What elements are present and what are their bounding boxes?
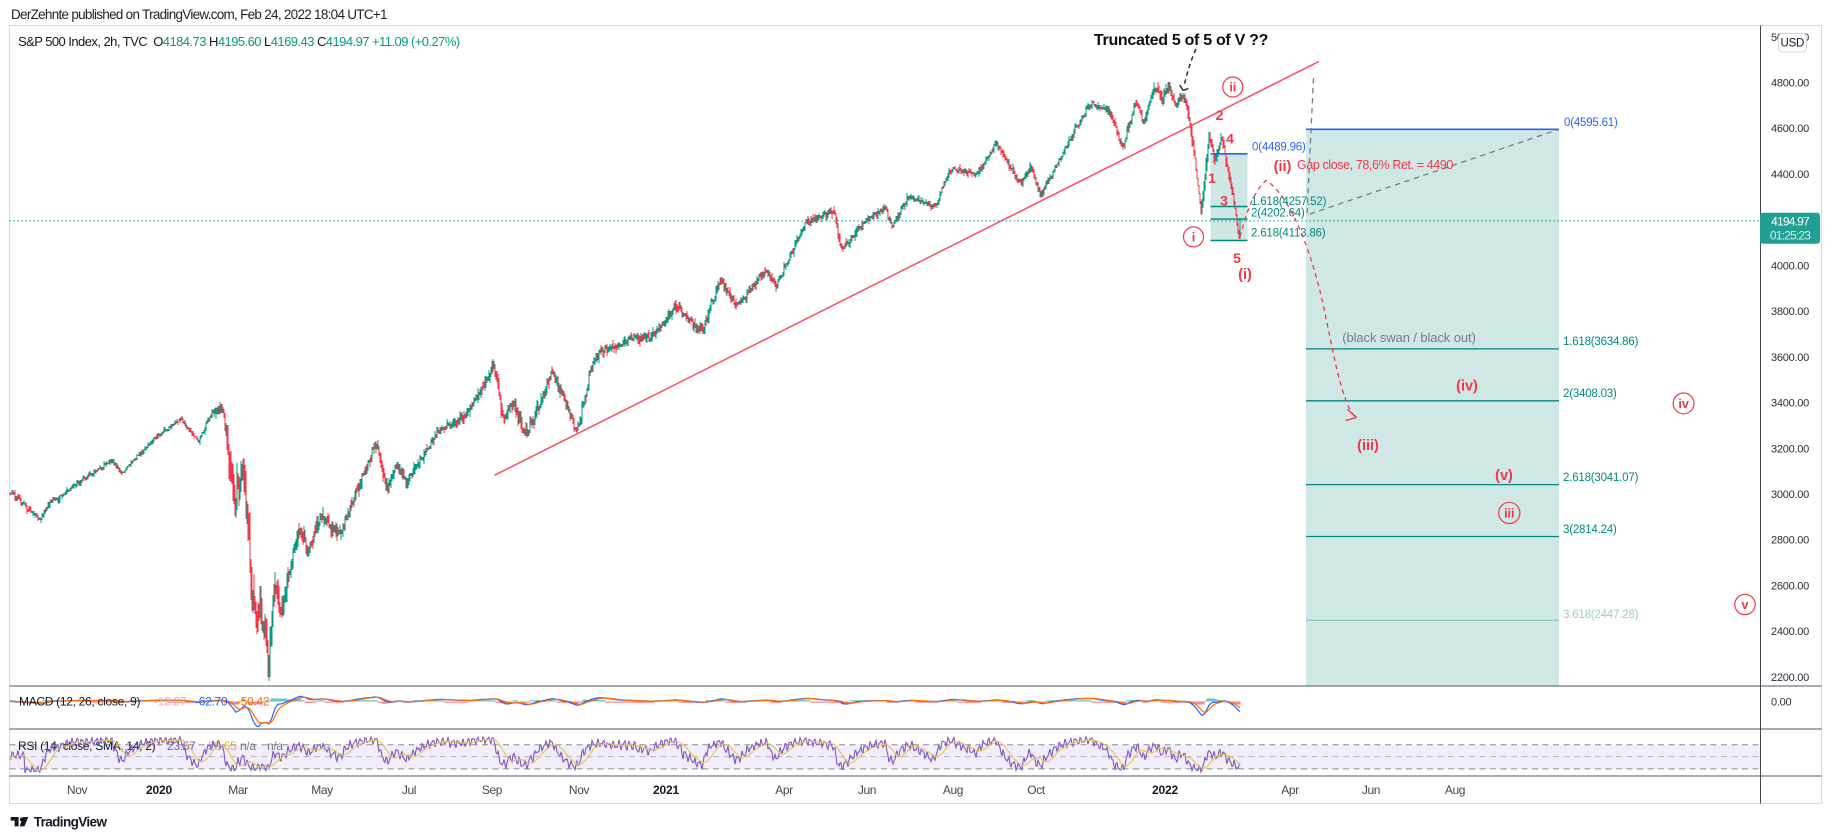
svg-text:iii: iii <box>1504 506 1514 520</box>
svg-text:0.00: 0.00 <box>1771 697 1792 709</box>
svg-text:2020: 2020 <box>146 783 172 797</box>
svg-text:4000.00: 4000.00 <box>1771 260 1809 272</box>
svg-text:1.618(3634.86): 1.618(3634.86) <box>1563 336 1639 348</box>
svg-text:-50.42: -50.42 <box>237 695 270 709</box>
svg-text:3000.00: 3000.00 <box>1771 489 1809 501</box>
svg-text:4600.00: 4600.00 <box>1771 123 1809 135</box>
svg-text:01:25:23: 01:25:23 <box>1770 228 1811 242</box>
svg-text:i: i <box>1192 230 1195 244</box>
svg-text:5: 5 <box>1233 250 1241 266</box>
svg-text:3800.00: 3800.00 <box>1771 306 1809 318</box>
svg-text:4400.00: 4400.00 <box>1771 169 1809 181</box>
svg-text:3.618(2447.28): 3.618(2447.28) <box>1563 609 1639 621</box>
svg-text:2: 2 <box>1216 107 1224 123</box>
svg-text:(v): (v) <box>1495 468 1513 484</box>
svg-text:2022: 2022 <box>1152 783 1178 797</box>
svg-text:Jul: Jul <box>402 783 416 797</box>
svg-text:2200.00: 2200.00 <box>1771 672 1809 684</box>
svg-text:0(4489.96): 0(4489.96) <box>1252 142 1306 154</box>
svg-text:n/a: n/a <box>240 739 256 753</box>
svg-text:MACD (12, 26, close, 9): MACD (12, 26, close, 9) <box>19 695 140 709</box>
svg-text:2.618(3041.07): 2.618(3041.07) <box>1563 472 1639 484</box>
svg-text:Apr: Apr <box>775 783 793 797</box>
svg-text:USD: USD <box>1781 38 1805 50</box>
svg-text:2(4202.64): 2(4202.64) <box>1251 208 1305 220</box>
svg-text:23.57: 23.57 <box>167 739 196 753</box>
svg-text:2.618(4113.86): 2.618(4113.86) <box>1251 228 1326 240</box>
svg-text:(ii): (ii) <box>1274 159 1292 175</box>
svg-text:Aug: Aug <box>1445 783 1465 797</box>
svg-text:S&P 500 Index, 2h, TVC O4184.: S&P 500 Index, 2h, TVC O4184.73 H4195.60… <box>18 34 460 49</box>
svg-text:May: May <box>311 783 333 797</box>
svg-text:(black swan / black out): (black swan / black out) <box>1342 330 1475 345</box>
svg-text:(i): (i) <box>1238 267 1252 283</box>
svg-text:2600.00: 2600.00 <box>1771 580 1809 592</box>
svg-text:Jun: Jun <box>1362 783 1380 797</box>
svg-text:3600.00: 3600.00 <box>1771 352 1809 364</box>
svg-text:v: v <box>1742 598 1749 612</box>
svg-text:Nov: Nov <box>67 783 88 797</box>
svg-text:4: 4 <box>1226 131 1234 147</box>
svg-text:Jun: Jun <box>858 783 876 797</box>
svg-text:3(2814.24): 3(2814.24) <box>1563 524 1617 536</box>
svg-text:-62.70: -62.70 <box>195 695 228 709</box>
svg-text:2021: 2021 <box>653 783 679 797</box>
svg-text:(iii): (iii) <box>1357 438 1379 454</box>
svg-text:4194.97: 4194.97 <box>1771 215 1810 229</box>
svg-text:2800.00: 2800.00 <box>1771 535 1809 547</box>
svg-text:Gap close, 78,6% Ret. = 4490: Gap close, 78,6% Ret. = 4490 <box>1297 158 1453 172</box>
svg-text:Truncated 5 of 5 of V ??: Truncated 5 of 5 of V ?? <box>1094 32 1268 49</box>
svg-text:3200.00: 3200.00 <box>1771 443 1809 455</box>
svg-text:n/a: n/a <box>267 739 283 753</box>
svg-text:-12.27: -12.27 <box>154 695 187 709</box>
svg-text:iv: iv <box>1678 397 1688 411</box>
svg-text:3400.00: 3400.00 <box>1771 398 1809 410</box>
svg-text:3: 3 <box>1220 193 1228 209</box>
svg-text:DerZehnte published on Trading: DerZehnte published on TradingView.com, … <box>11 7 387 22</box>
svg-text:Aug: Aug <box>943 783 963 797</box>
svg-text:1: 1 <box>1208 170 1216 186</box>
svg-text:4800.00: 4800.00 <box>1771 78 1809 90</box>
svg-text:Sep: Sep <box>482 783 503 797</box>
svg-text:(iv): (iv) <box>1456 379 1478 395</box>
svg-text:2400.00: 2400.00 <box>1771 626 1809 638</box>
svg-text:Apr: Apr <box>1281 783 1299 797</box>
svg-text:0(4595.61): 0(4595.61) <box>1564 117 1618 129</box>
svg-text:2(3408.03): 2(3408.03) <box>1563 388 1617 400</box>
svg-text:TradingView: TradingView <box>34 815 108 830</box>
svg-text:Mar: Mar <box>228 783 248 797</box>
svg-text:ii: ii <box>1229 81 1236 95</box>
svg-text:Oct: Oct <box>1027 783 1046 797</box>
svg-text:Nov: Nov <box>569 783 590 797</box>
svg-text:1.618(4257.52): 1.618(4257.52) <box>1251 196 1327 208</box>
